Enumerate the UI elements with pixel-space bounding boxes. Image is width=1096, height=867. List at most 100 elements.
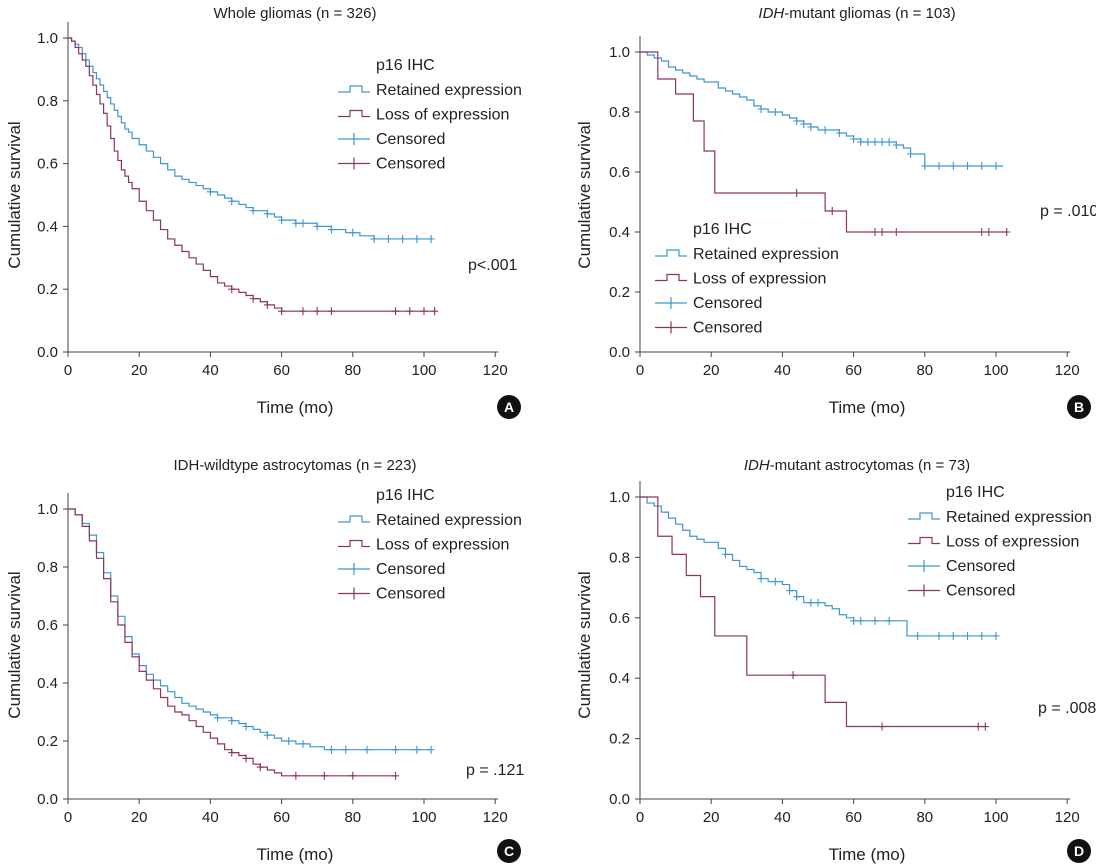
panel-badge-letter: D bbox=[1074, 843, 1084, 859]
legend-step-symbol bbox=[908, 512, 940, 520]
x-tick-label: 20 bbox=[703, 809, 720, 826]
censor-mark bbox=[949, 631, 957, 640]
legend-entry-label: Retained expression bbox=[376, 512, 522, 529]
y-tick-label: 0.2 bbox=[37, 281, 58, 298]
series-line-loss bbox=[640, 496, 986, 728]
series-line-loss bbox=[640, 51, 1007, 233]
legend-entry-label: Loss of expression bbox=[376, 537, 509, 554]
panel-badge bbox=[1067, 395, 1091, 419]
censor-mark bbox=[978, 162, 986, 170]
censor-mark bbox=[327, 745, 335, 754]
censor-mark bbox=[278, 216, 286, 225]
censor-mark bbox=[981, 722, 989, 731]
censor-mark bbox=[985, 228, 993, 236]
y-tick-label: 0.0 bbox=[609, 791, 630, 808]
censor-mark bbox=[885, 616, 893, 625]
y-tick-label: 1.0 bbox=[609, 489, 630, 506]
x-tick-label: 0 bbox=[64, 362, 72, 379]
y-tick-label: 0.8 bbox=[609, 549, 630, 566]
panel-badge-letter: C bbox=[504, 843, 514, 859]
legend-step-symbol bbox=[655, 273, 687, 282]
censor-mark bbox=[313, 222, 321, 231]
legend-title: p16 IHC bbox=[693, 221, 752, 238]
x-tick-label: 100 bbox=[411, 362, 436, 379]
x-tick-label: 100 bbox=[983, 362, 1008, 379]
censor-mark bbox=[363, 745, 371, 754]
legend: p16 IHC Retained expression Loss of expres… bbox=[338, 57, 522, 173]
censor-mark bbox=[413, 745, 421, 754]
y-tick-label: 0.4 bbox=[609, 670, 630, 687]
censor-mark bbox=[949, 162, 957, 170]
censor-mark bbox=[228, 748, 236, 757]
x-tick-label: 80 bbox=[344, 362, 361, 379]
legend-title: p16 IHC bbox=[376, 57, 435, 74]
chart-title-text: Whole gliomas (n = 326) bbox=[214, 5, 377, 22]
legend-entry-label: Censored bbox=[376, 131, 445, 148]
censor-mark bbox=[992, 162, 1000, 170]
censor-mark bbox=[392, 745, 400, 754]
y-tick-label: 0.6 bbox=[37, 617, 58, 634]
censor-mark bbox=[278, 307, 286, 316]
censor-mark bbox=[757, 105, 765, 113]
censor-mark bbox=[757, 574, 765, 583]
series-line-retained bbox=[640, 496, 996, 637]
legend-step-symbol bbox=[338, 539, 370, 548]
x-tick-label: 100 bbox=[411, 809, 436, 826]
censor-mark bbox=[349, 228, 357, 237]
censor-mark bbox=[292, 219, 300, 228]
censor-mark bbox=[1003, 228, 1011, 236]
chart-title: IDH-mutant astrocytomas (n = 73) bbox=[744, 457, 970, 474]
censor-mark bbox=[850, 135, 858, 143]
x-tick-label: 80 bbox=[916, 362, 933, 379]
x-axis-label: Time (mo) bbox=[257, 845, 334, 864]
legend-step-symbol bbox=[338, 109, 370, 118]
censor-mark bbox=[857, 616, 865, 625]
x-tick-label: 120 bbox=[1055, 809, 1080, 826]
legend: p16 IHC Retained expression Loss of expres… bbox=[655, 221, 839, 337]
legend-censor-symbol bbox=[655, 321, 687, 334]
legend-censor-symbol bbox=[338, 587, 370, 600]
censor-mark bbox=[814, 598, 822, 607]
x-tick-label: 20 bbox=[131, 362, 148, 379]
x-tick-label: 60 bbox=[273, 809, 290, 826]
legend-entry-label: Censored bbox=[946, 583, 1015, 600]
panel-badge-letter: B bbox=[1074, 399, 1084, 415]
y-tick-label: 0.0 bbox=[609, 344, 630, 361]
censor-mark bbox=[892, 228, 900, 236]
y-tick-label: 0.6 bbox=[609, 610, 630, 627]
y-tick-label: 0.4 bbox=[609, 224, 630, 241]
chart-title-text: -mutant gliomas (n = 103) bbox=[784, 5, 955, 22]
panel-a: 0 20 40 60 80 100 120 0.0 0.2 0.4 0.6 0.8 1.0 Whole g… bbox=[5, 5, 522, 419]
series-line-retained bbox=[640, 51, 1004, 167]
y-tick-label: 0.2 bbox=[37, 733, 58, 750]
censor-mark bbox=[800, 120, 808, 128]
censor-mark bbox=[327, 307, 335, 316]
chart-title: Whole gliomas (n = 326) bbox=[214, 5, 377, 22]
censor-mark bbox=[885, 138, 893, 146]
legend-step-symbol bbox=[655, 249, 687, 257]
x-tick-label: 120 bbox=[483, 809, 508, 826]
panel-d: 0 20 40 60 80 100 120 0.0 0.2 0.4 0.6 0.8 1.0 IDH-mut… bbox=[575, 457, 1096, 864]
legend-entry-label: Retained expression bbox=[376, 82, 522, 99]
censor-mark bbox=[871, 138, 879, 146]
x-tick-label: 100 bbox=[983, 809, 1008, 826]
censor-mark bbox=[892, 141, 900, 149]
p-value-label: p<.001 bbox=[468, 257, 517, 274]
legend-entry-label: Censored bbox=[376, 156, 445, 173]
y-tick-label: 0.8 bbox=[609, 104, 630, 121]
censor-mark bbox=[807, 598, 815, 607]
censor-mark bbox=[871, 228, 879, 236]
x-tick-label: 0 bbox=[636, 809, 644, 826]
y-axis-label: Cumulative survival bbox=[5, 571, 24, 718]
p-value-label: p = .008 bbox=[1038, 700, 1096, 717]
censor-mark bbox=[850, 616, 858, 625]
censor-mark bbox=[228, 285, 236, 294]
legend-censor-symbol bbox=[338, 563, 370, 575]
censor-mark bbox=[342, 745, 350, 754]
censor-mark bbox=[771, 577, 779, 586]
censor-mark bbox=[256, 763, 264, 772]
legend-censor-symbol bbox=[655, 297, 687, 309]
panel-badge bbox=[497, 395, 521, 419]
chart-title-italic: IDH bbox=[758, 5, 784, 22]
